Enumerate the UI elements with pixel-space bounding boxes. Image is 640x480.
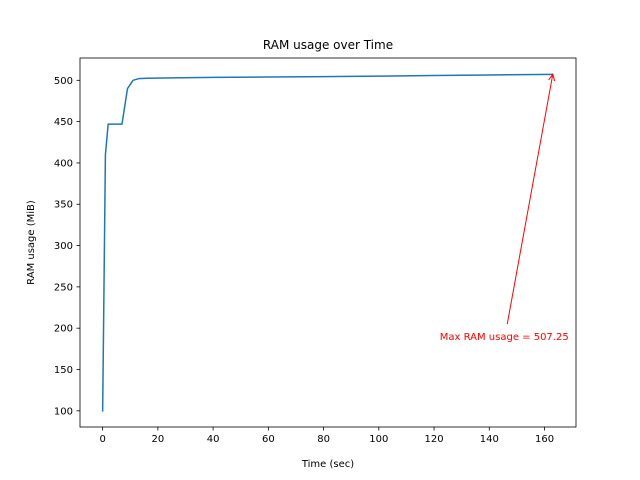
x-tick-label: 0	[99, 434, 105, 445]
annotation-arrow-shaft	[506, 74, 554, 325]
x-tick-label: 100	[369, 434, 388, 445]
x-tick-label: 160	[535, 434, 554, 445]
x-tick-label: 40	[207, 434, 220, 445]
y-tick-label: 100	[54, 406, 73, 417]
annotation-label: Max RAM usage = 507.25	[440, 332, 569, 343]
plot-area-frame	[79, 57, 577, 428]
y-tick-label: 300	[54, 241, 73, 252]
x-tick-label: 140	[480, 434, 499, 445]
annotation-arrow-head	[548, 73, 556, 82]
y-tick-label: 250	[54, 282, 73, 293]
x-tick-label: 20	[152, 434, 165, 445]
x-tick-label: 80	[317, 434, 330, 445]
annotations: Max RAM usage = 507.25	[440, 73, 569, 343]
x-tick-label: 60	[262, 434, 275, 445]
y-tick-label: 200	[54, 324, 73, 335]
y-tick-label: 350	[54, 200, 73, 211]
y-tick-label: 450	[54, 117, 73, 128]
y-tick-label: 400	[54, 158, 73, 169]
y-tick-label: 150	[54, 365, 73, 376]
series-line	[101, 73, 553, 412]
y-tick-label: 500	[54, 76, 73, 87]
y-axis-ticks: 100 150 200 250 300 350 400 450 500	[54, 76, 80, 417]
x-axis-label: Time (sec)	[301, 459, 354, 470]
chart-title: RAM usage over Time	[263, 38, 393, 52]
x-tick-label: 120	[425, 434, 444, 445]
x-axis-ticks: 0 20 40 60 80 100 120 140 160	[99, 427, 554, 445]
y-axis-label: RAM usage (MiB)	[26, 200, 37, 285]
